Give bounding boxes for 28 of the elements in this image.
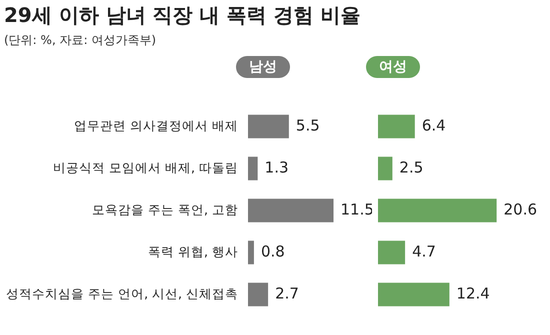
data-label: 20.6 [504,200,538,218]
data-label: 12.4 [456,284,490,302]
y-tick-label: 비공식적 모임에서 배제, 따돌림 [53,160,238,175]
bar [248,282,268,306]
bar [248,114,289,138]
text: (단위: %, 자료: 여성가족부) [4,32,156,49]
y-tick-label: 성적수치심을 주는 언어, 시선, 신체접촉 [6,286,238,301]
y-tick-label: 모욕감을 주는 폭언, 고함 [92,202,238,217]
data-label: 2.7 [275,284,299,302]
bar [378,156,392,180]
bar [378,114,415,138]
bar [378,198,497,222]
bar [248,156,258,180]
data-label: 0.8 [260,242,285,260]
text: 여성 [366,56,420,78]
bar [248,240,254,264]
data-label: 1.3 [264,158,289,176]
data-label: 6.4 [422,116,446,134]
data-label: 2.5 [399,158,424,176]
bar [378,240,406,264]
data-label: 4.7 [412,242,436,260]
y-tick-label: 업무관련 의사결정에서 배제 [74,118,238,133]
y-tick-label: 폭력 위협, 행사 [148,244,238,259]
data-label: 5.5 [296,116,320,134]
bar [378,282,450,306]
text: 남성 [236,56,290,78]
bar [248,198,334,222]
chart-title: 29세 이하 남녀 직장 내 폭력 경험 비율 [4,2,361,29]
